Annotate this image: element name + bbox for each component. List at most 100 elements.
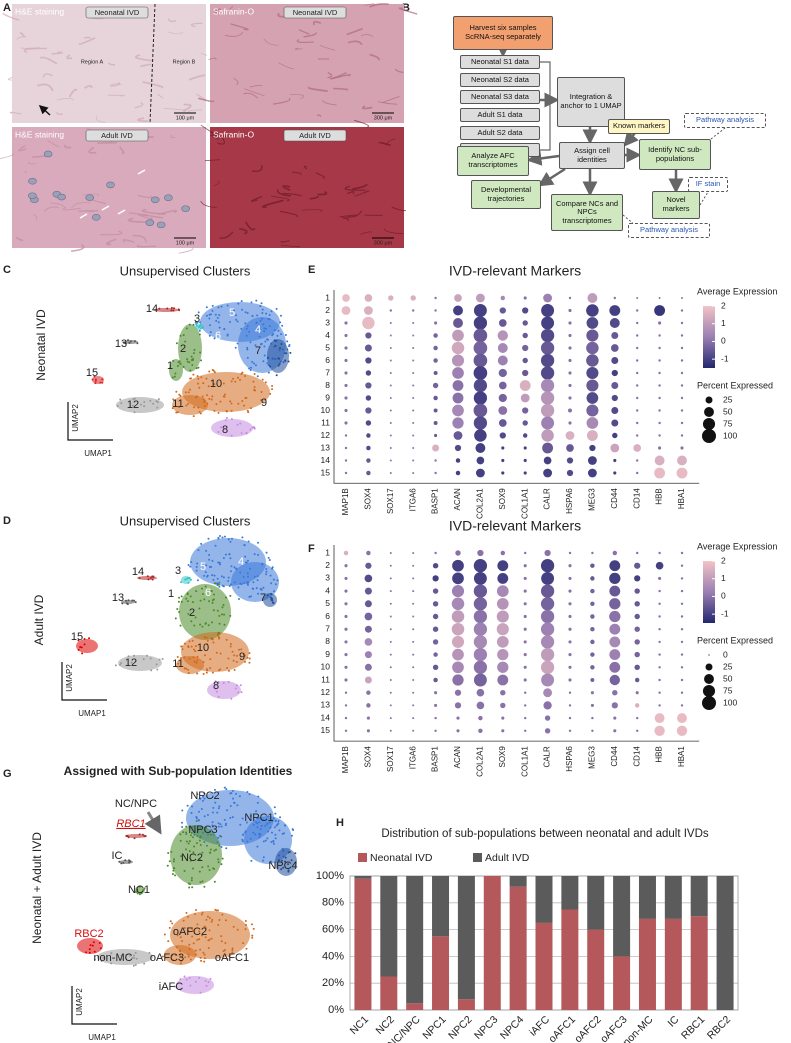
tissue-texture: [362, 105, 373, 110]
tissue-tag: [85, 6, 149, 19]
tissue-texture: [229, 5, 234, 10]
expression-dot: [680, 691, 684, 694]
expression-dot: [389, 459, 392, 462]
stain-label: Safranin-O: [213, 129, 254, 139]
cell-point: [172, 398, 175, 401]
cell-point: [239, 823, 242, 826]
cell-point: [217, 537, 220, 540]
cell-point: [269, 365, 272, 368]
color-tick-label: 2: [721, 555, 726, 565]
cell-point: [202, 398, 205, 401]
cell-point: [226, 304, 229, 307]
expression-dot: [523, 716, 527, 720]
cluster-cloud: [135, 886, 145, 894]
cell-point: [243, 660, 246, 663]
expression-dot: [344, 346, 348, 350]
expression-dot: [680, 589, 684, 593]
cell-point: [199, 881, 202, 884]
cell: [91, 214, 101, 221]
expression-dot: [500, 702, 506, 709]
expression-dot: [364, 663, 372, 671]
cell-point: [134, 951, 137, 954]
cell-point: [211, 559, 214, 562]
size-key: [702, 696, 716, 710]
cell-point: [155, 400, 158, 403]
cell-point: [170, 850, 173, 853]
expression-dot: [344, 576, 348, 580]
expression-dot: [613, 729, 617, 733]
panel-letter: E: [308, 264, 315, 276]
expression-dot: [364, 612, 373, 621]
cluster-label: oAFC3: [150, 952, 184, 964]
cell-point: [196, 375, 199, 378]
cell-point: [228, 955, 231, 958]
cell-point: [183, 927, 186, 930]
x-tick-label: IC: [666, 1013, 682, 1029]
tissue-texture: [88, 146, 97, 154]
tissue-texture: [198, 97, 215, 103]
cell-point: [236, 320, 239, 323]
expression-dot: [609, 649, 621, 661]
cell-point: [124, 859, 127, 862]
gene-label: COL1A1: [520, 746, 529, 777]
cell-point: [175, 946, 178, 949]
expression-dot: [587, 293, 598, 303]
cell-point: [211, 821, 214, 824]
cell-point: [290, 834, 293, 837]
expression-dot: [523, 446, 527, 450]
expression-dot: [523, 678, 527, 682]
expression-dot: [412, 422, 415, 424]
cell-point: [262, 818, 265, 821]
cell-point: [135, 957, 138, 960]
cell-point: [216, 316, 219, 319]
expression-dot: [658, 691, 661, 694]
cell-point: [237, 402, 240, 405]
cell-point: [267, 317, 270, 320]
cell-point: [217, 695, 220, 698]
size-key: [705, 663, 713, 671]
side-label: Neonatal + Adult IVD: [30, 832, 44, 944]
umap-title: Unsupervised Clusters: [120, 263, 251, 278]
expression-dot: [412, 384, 415, 387]
cell-point: [199, 599, 202, 602]
expression-dot: [412, 552, 415, 554]
row-label: 6: [325, 355, 330, 365]
expression-dot: [568, 551, 572, 555]
cell-point: [172, 359, 175, 362]
bar-segment: [509, 886, 527, 1010]
cell-point: [254, 364, 257, 367]
expression-dot: [412, 717, 415, 720]
cell-point: [189, 565, 192, 568]
cell-point: [196, 672, 199, 675]
cell-point: [203, 797, 206, 800]
expression-dot: [540, 378, 555, 393]
cell-point: [220, 863, 223, 866]
tissue-texture: [319, 45, 336, 51]
expression-dot: [475, 468, 485, 478]
expression-dot: [586, 304, 599, 317]
expression-dot: [366, 703, 371, 708]
cell-point: [216, 609, 219, 612]
expression-dot: [412, 679, 415, 681]
cell-point: [187, 672, 190, 675]
cell-point: [211, 671, 214, 674]
cell-point: [217, 825, 220, 828]
tissue-texture: [301, 209, 323, 212]
cell-point: [208, 558, 211, 561]
row-label: 11: [321, 417, 330, 427]
expression-dot: [540, 403, 555, 418]
expression-dot: [474, 429, 487, 442]
cluster-cloud: [207, 681, 241, 699]
cluster-cloud: [176, 656, 204, 674]
data-bracket: [540, 61, 551, 151]
cell-point: [214, 801, 217, 804]
cell-point: [182, 365, 185, 368]
expression-dot: [432, 613, 439, 620]
expression-dot: [500, 689, 506, 696]
cell-point: [186, 804, 189, 807]
cell-point: [234, 346, 237, 349]
cell-point: [248, 595, 251, 598]
cell-point: [188, 943, 191, 946]
expression-dot: [568, 408, 572, 413]
size-key: [702, 684, 716, 698]
